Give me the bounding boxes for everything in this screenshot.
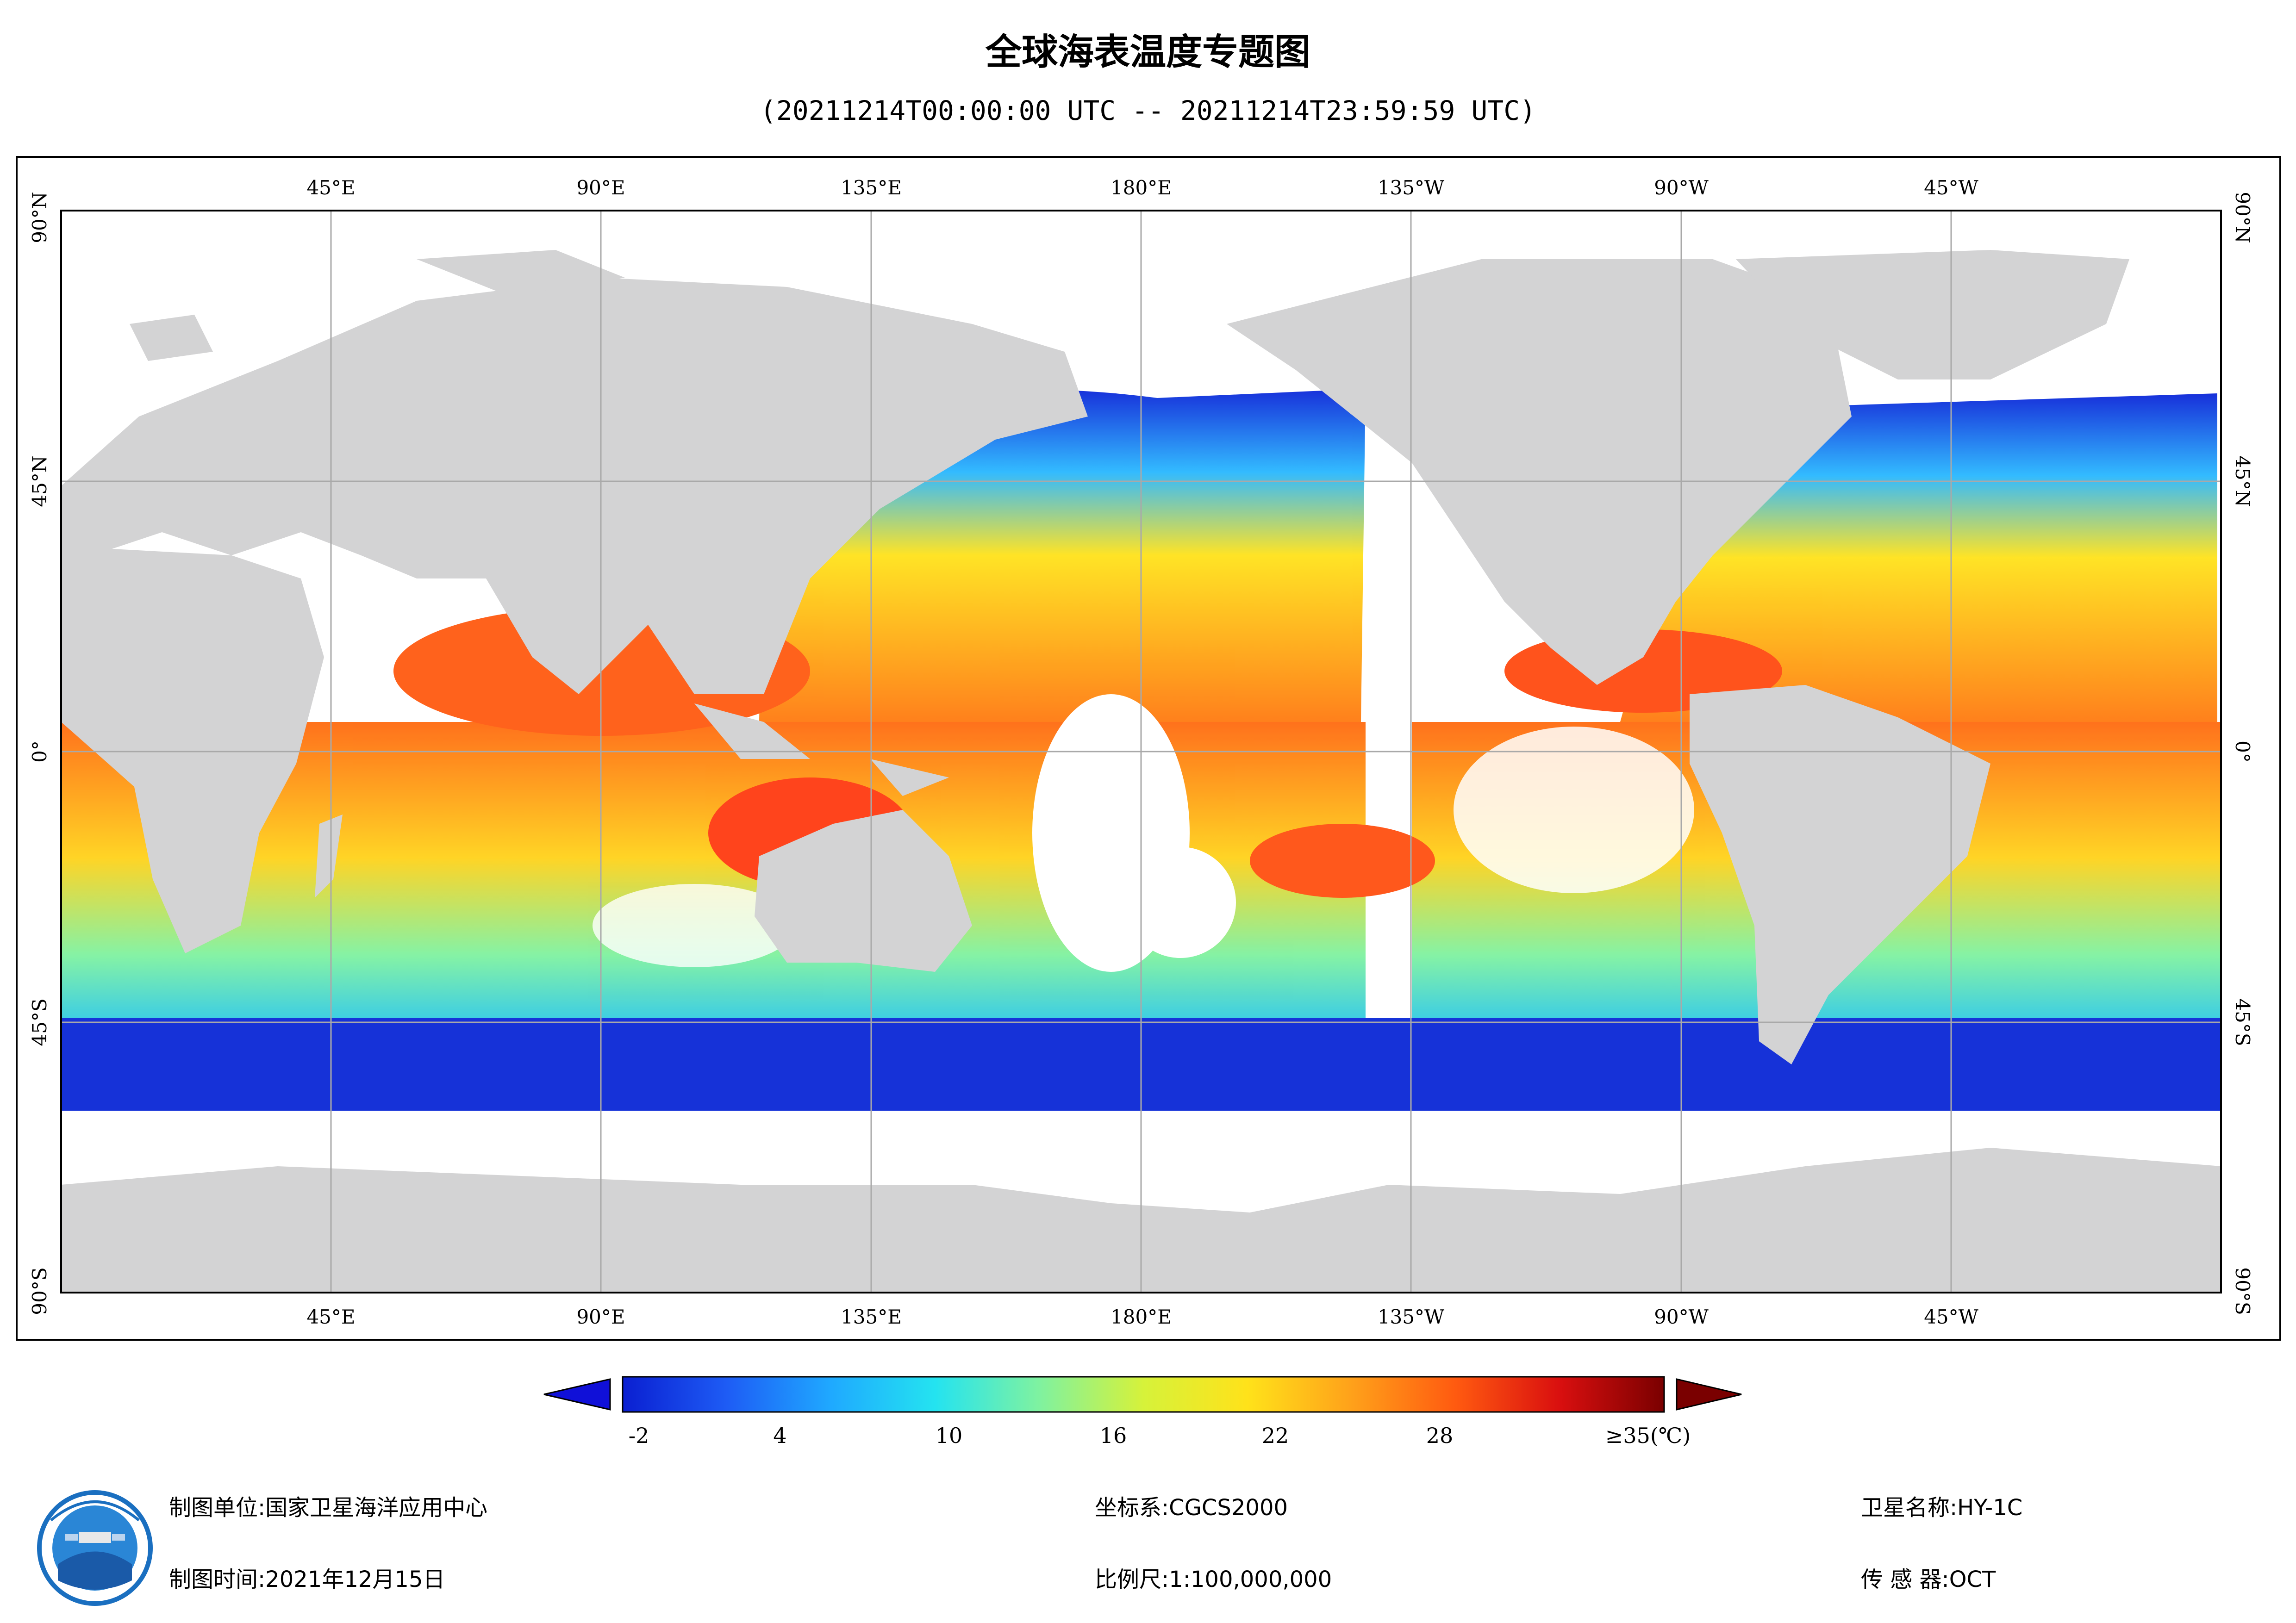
- time-range-subtitle: (20211214T00:00:00 UTC -- 20211214T23:59…: [760, 95, 1536, 126]
- lon-label: 135°E: [841, 176, 902, 199]
- lon-label: 45°W: [1924, 1306, 1978, 1328]
- map-frame: [16, 156, 2281, 1341]
- colorbar-tick: 4: [773, 1423, 787, 1448]
- lat-label: 90°N: [28, 192, 51, 243]
- lat-label: 0°: [28, 740, 51, 763]
- lon-label: 45°W: [1924, 176, 1978, 199]
- lat-labels-left: 90°N 45°N 0° 45°S 90°S: [28, 192, 51, 1315]
- lat-label: 90°S: [28, 1267, 51, 1315]
- graticule: [61, 211, 2221, 1293]
- lat-label: 45°N: [2231, 455, 2254, 507]
- colorbar-tick: 10: [935, 1423, 963, 1448]
- lat-label: 0°: [2231, 740, 2254, 763]
- map-scale: 比例尺:1:100,000,000: [1095, 1567, 1332, 1592]
- lon-label: 90°E: [576, 1306, 625, 1328]
- lon-label: 90°E: [576, 176, 625, 199]
- lon-label: 180°E: [1111, 176, 1172, 199]
- lat-label: 90°S: [2231, 1267, 2254, 1315]
- satellite-name: 卫星名称:HY-1C: [1861, 1495, 2023, 1521]
- lat-label: 45°S: [28, 998, 51, 1046]
- lat-label: 90°N: [2231, 192, 2254, 243]
- lon-label: 45°E: [306, 1306, 355, 1328]
- colorbar-tick: -2: [628, 1423, 649, 1448]
- map-border: [60, 210, 2222, 1293]
- colorbar-max-label: ≥35(℃): [1605, 1423, 1691, 1448]
- lon-labels-top: 45°E 90°E 135°E 180°E 135°W 90°W 45°W: [306, 176, 1978, 199]
- lon-label: 45°E: [306, 176, 355, 199]
- lat-labels-right: 90°N 45°N 0° 45°S 90°S: [2231, 192, 2254, 1315]
- mapping-date: 制图时间:2021年12月15日: [169, 1567, 445, 1592]
- lon-label: 135°W: [1378, 176, 1445, 199]
- lon-labels-bottom: 45°E 90°E 135°E 180°E 135°W 90°W 45°W: [306, 1306, 1978, 1328]
- lon-label: 135°W: [1378, 1306, 1445, 1328]
- map-title: 全球海表温度专题图: [985, 31, 1310, 73]
- map-canvas: [61, 211, 2221, 1293]
- lon-label: 90°W: [1654, 176, 1709, 199]
- lon-label: 90°W: [1654, 1306, 1709, 1328]
- lon-label: 180°E: [1111, 1306, 1172, 1328]
- lon-label: 135°E: [841, 1306, 902, 1328]
- colorbar-tick: 16: [1099, 1423, 1127, 1448]
- sst-map: 45°E 90°E 135°E 180°E 135°W 90°W 45°W 45…: [28, 176, 2254, 1328]
- nsoas-logo: [37, 1490, 153, 1606]
- lat-label: 45°N: [28, 455, 51, 507]
- colorbar-tick: 28: [1426, 1423, 1454, 1448]
- sensor-name: 传 感 器:OCT: [1861, 1567, 1996, 1592]
- mapping-organization: 制图单位:国家卫星海洋应用中心: [169, 1495, 488, 1521]
- coordinate-system: 坐标系:CGCS2000: [1095, 1495, 1288, 1521]
- colorbar-tick: 22: [1261, 1423, 1289, 1448]
- lat-label: 45°S: [2231, 998, 2254, 1046]
